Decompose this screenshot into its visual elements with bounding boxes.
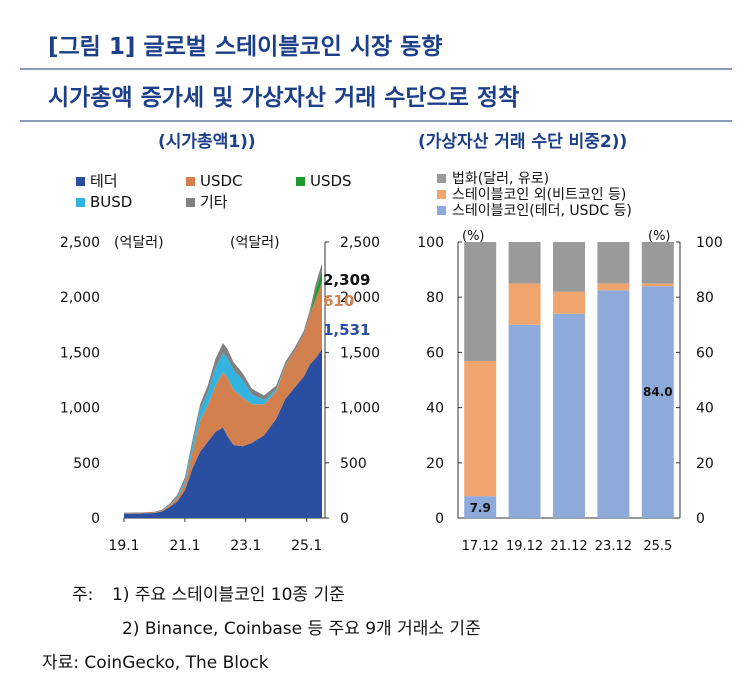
- title-divider-1: [20, 68, 732, 70]
- legend-label: 법화(달러, 유로): [452, 171, 549, 187]
- data-label: 84.0: [643, 385, 673, 399]
- bar-segment: [464, 360, 497, 497]
- bar-segment: [641, 283, 674, 287]
- y-tick-label-left: 80: [426, 290, 444, 306]
- x-tick-label: 21.12: [550, 539, 587, 554]
- legend-swatch: [186, 198, 195, 207]
- footnote-1-text: 1) 주요 스테이블코인 10종 기준: [112, 585, 345, 605]
- legend-label: USDS: [310, 172, 352, 190]
- left-unit-label: (%): [462, 229, 485, 244]
- y-tick-label-left: 500: [73, 456, 100, 472]
- data-label: 7.9: [470, 501, 491, 515]
- legend-label: BUSD: [90, 193, 132, 211]
- footnote-label: 주:: [72, 585, 94, 605]
- left-unit-label: (억달러): [114, 235, 164, 251]
- bar-segment: [597, 290, 630, 518]
- area-series: [124, 281, 322, 514]
- y-tick-label-left: 1,000: [60, 401, 100, 417]
- x-tick-label: 17.12: [462, 539, 499, 554]
- y-tick-label-right: 100: [696, 235, 723, 251]
- y-tick-label-left: 20: [426, 456, 444, 472]
- bar-segment: [508, 283, 541, 325]
- source-label: 자료:: [42, 653, 80, 673]
- y-tick-label-left: 40: [426, 401, 444, 417]
- y-tick-label-right: 500: [340, 456, 367, 472]
- bar-segment: [553, 242, 585, 292]
- y-tick-label-right: 1,000: [340, 401, 380, 417]
- y-tick-label-right: 40: [696, 401, 714, 417]
- y-tick-label-left: 100: [417, 235, 444, 251]
- legend-swatch: [76, 198, 85, 207]
- bar-segment: [464, 242, 497, 361]
- bar-segment: [597, 283, 630, 291]
- legend-label: 스테이블코인(테더, USDC 등): [452, 203, 632, 219]
- y-tick-label-right: 2,500: [340, 235, 380, 251]
- y-tick-label-right: 1,500: [340, 345, 380, 361]
- source-text: CoinGecko, The Block: [84, 653, 269, 673]
- bar-segment: [464, 496, 497, 518]
- bar-segment: [553, 313, 585, 518]
- x-tick-label: 25.5: [643, 539, 672, 554]
- bar-segment: [508, 242, 541, 284]
- data-label: 1,531: [323, 321, 370, 339]
- legend-swatch: [76, 177, 85, 186]
- legend-swatch: [296, 177, 305, 186]
- x-tick-label: 19.1: [108, 538, 139, 554]
- left-chart-title: (시가총액1)): [158, 132, 256, 152]
- x-tick-label: 23.1: [230, 538, 261, 554]
- legend-swatch: [186, 177, 195, 186]
- legend-swatch: [437, 190, 446, 199]
- legend-label: 테더: [90, 172, 118, 190]
- y-tick-label-right: 0: [696, 511, 705, 527]
- source-line: 자료: CoinGecko, The Block: [42, 648, 269, 673]
- right-unit-label: (%): [648, 229, 671, 244]
- footnote-2: 2) Binance, Coinbase 등 주요 9개 거래소 기준: [122, 619, 481, 639]
- bar-segment: [641, 286, 674, 518]
- x-tick-label: 21.1: [169, 538, 200, 554]
- x-tick-label: 25.1: [291, 538, 322, 554]
- figure-title-line1: [그림 1] 글로벌 스테이블코인 시장 동향: [48, 34, 443, 60]
- bar-segment: [553, 291, 585, 314]
- area-series: [124, 349, 322, 518]
- y-tick-label-right: 0: [340, 511, 349, 527]
- right-unit-label: (억달러): [230, 235, 280, 251]
- legend-label: USDC: [200, 172, 243, 190]
- y-tick-label-left: 2,500: [60, 235, 100, 251]
- legend-swatch: [437, 174, 446, 183]
- y-tick-label-right: 20: [696, 456, 714, 472]
- y-tick-label-left: 0: [91, 511, 100, 527]
- y-tick-label-right: 2,000: [340, 290, 380, 306]
- y-tick-label-left: 0: [435, 511, 444, 527]
- x-tick-label: 23.12: [595, 539, 632, 554]
- title-divider-2: [20, 120, 732, 122]
- bar-segment: [597, 242, 630, 284]
- y-tick-label-left: 1,500: [60, 345, 100, 361]
- y-tick-label-right: 80: [696, 290, 714, 306]
- bar-segment: [641, 242, 674, 284]
- x-tick-label: 19.12: [506, 539, 543, 554]
- legend-label: 스테이블코인 외(비트코인 등): [452, 187, 626, 203]
- data-label: 610: [323, 292, 354, 310]
- y-tick-label-left: 60: [426, 345, 444, 361]
- legend-swatch: [437, 206, 446, 215]
- footnote-1: 주: 1) 주요 스테이블코인 10종 기준: [72, 580, 345, 605]
- bar-segment: [508, 324, 541, 518]
- y-tick-label-right: 60: [696, 345, 714, 361]
- right-chart-title: (가상자산 거래 수단 비중2)): [418, 132, 628, 152]
- figure-title-line2: 시가총액 증가세 및 가상자산 거래 수단으로 정착: [48, 85, 520, 111]
- legend-label: 기타: [200, 193, 228, 211]
- y-tick-label-left: 2,000: [60, 290, 100, 306]
- data-label: 2,309: [323, 271, 370, 289]
